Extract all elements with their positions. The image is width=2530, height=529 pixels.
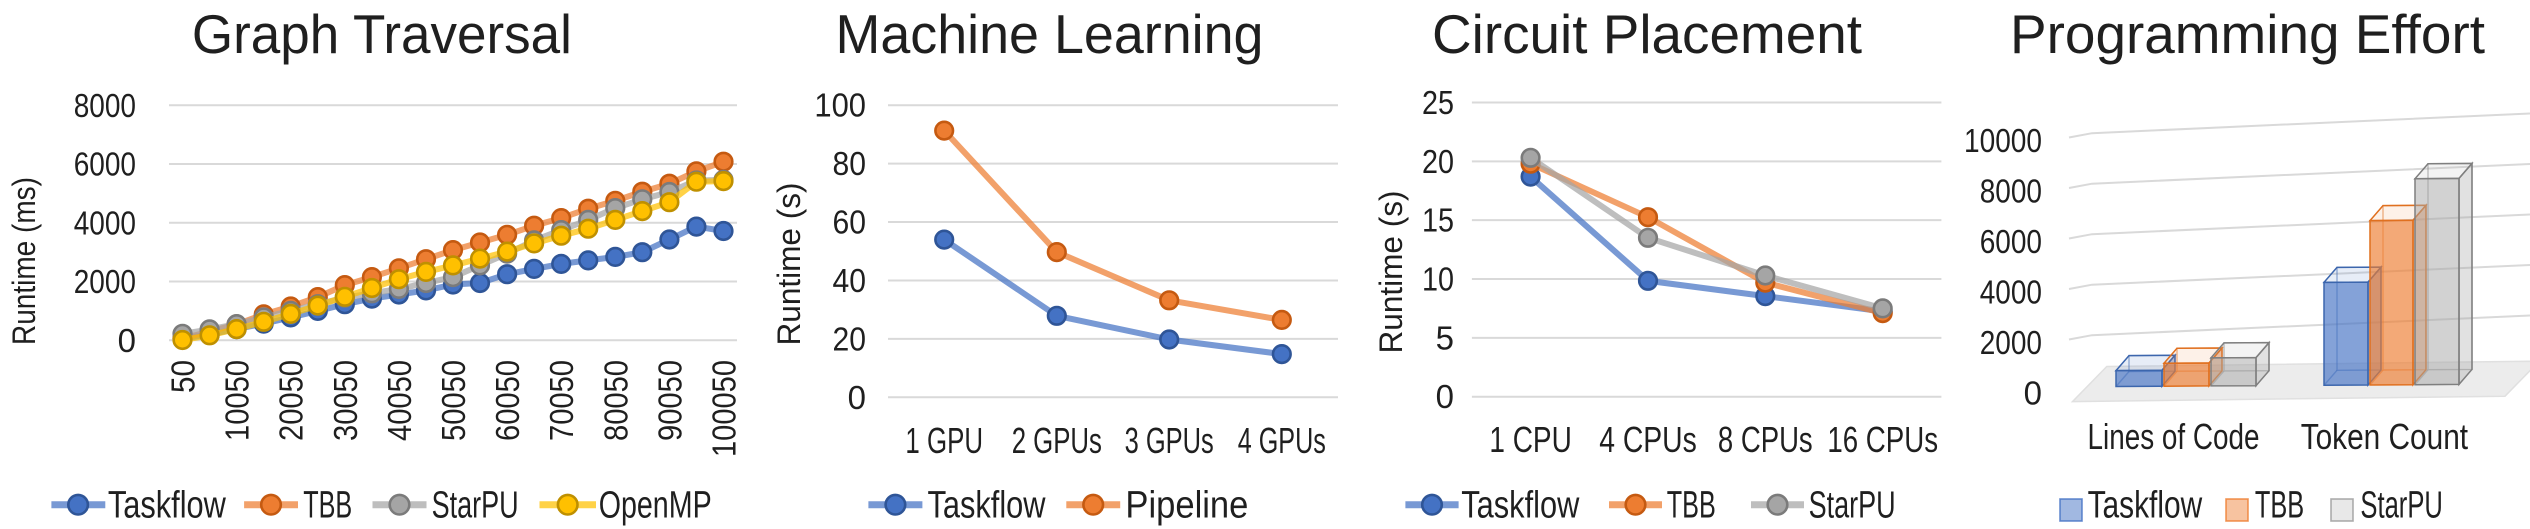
- svg-text:Token Count: Token Count: [2301, 416, 2468, 457]
- svg-text:8 CPUs: 8 CPUs: [1718, 419, 1813, 460]
- svg-text:0: 0: [2024, 374, 2042, 411]
- svg-text:0: 0: [848, 379, 866, 416]
- svg-text:80050: 80050: [597, 360, 634, 441]
- svg-text:Taskflow: Taskflow: [928, 485, 1046, 527]
- svg-text:Taskflow: Taskflow: [1461, 485, 1579, 527]
- svg-text:OpenMP: OpenMP: [599, 485, 712, 527]
- svg-text:5: 5: [1436, 319, 1454, 356]
- svg-text:50050: 50050: [435, 360, 472, 441]
- svg-text:Circuit Placement: Circuit Placement: [1432, 3, 1862, 65]
- svg-text:3 GPUs: 3 GPUs: [1125, 420, 1214, 461]
- svg-text:4000: 4000: [1980, 273, 2042, 310]
- svg-text:20: 20: [1422, 143, 1454, 180]
- svg-text:Machine Learning: Machine Learning: [836, 3, 1264, 65]
- svg-text:20: 20: [833, 320, 867, 357]
- svg-text:Taskflow: Taskflow: [108, 485, 226, 527]
- svg-text:30050: 30050: [327, 360, 364, 441]
- svg-text:Graph Traversal: Graph Traversal: [192, 3, 572, 65]
- svg-text:16 CPUs: 16 CPUs: [1827, 419, 1938, 460]
- svg-text:StarPU: StarPU: [2360, 485, 2443, 527]
- svg-text:40: 40: [833, 262, 867, 299]
- svg-text:10000: 10000: [1964, 122, 2042, 159]
- svg-text:4000: 4000: [74, 204, 136, 241]
- svg-text:6000: 6000: [1980, 223, 2042, 260]
- svg-text:20050: 20050: [273, 360, 310, 441]
- svg-text:TBB: TBB: [1667, 485, 1716, 527]
- svg-text:80: 80: [833, 145, 867, 182]
- svg-text:TBB: TBB: [303, 485, 352, 527]
- svg-text:60050: 60050: [489, 360, 526, 441]
- svg-text:Pipeline: Pipeline: [1125, 485, 1248, 527]
- svg-text:90050: 90050: [651, 360, 688, 441]
- svg-text:Runtime (s): Runtime (s): [1373, 191, 1409, 354]
- svg-text:70050: 70050: [543, 360, 580, 441]
- svg-text:50: 50: [165, 360, 202, 393]
- svg-text:2000: 2000: [74, 263, 136, 300]
- svg-text:10050: 10050: [219, 360, 256, 441]
- svg-text:Taskflow: Taskflow: [2088, 485, 2203, 527]
- svg-text:100: 100: [814, 87, 866, 124]
- svg-text:1 CPU: 1 CPU: [1489, 419, 1571, 460]
- svg-text:StarPU: StarPU: [432, 485, 519, 527]
- svg-text:6000: 6000: [74, 146, 136, 183]
- svg-text:Programming Effort: Programming Effort: [2010, 3, 2485, 65]
- svg-text:8000: 8000: [1980, 172, 2042, 209]
- svg-text:4 CPUs: 4 CPUs: [1599, 419, 1697, 460]
- svg-text:1 GPU: 1 GPU: [905, 420, 983, 461]
- svg-text:TBB: TBB: [2255, 485, 2304, 527]
- svg-text:60: 60: [833, 204, 867, 241]
- svg-text:25: 25: [1422, 84, 1454, 121]
- svg-text:Runtime (s): Runtime (s): [771, 183, 807, 346]
- svg-text:Lines of Code: Lines of Code: [2088, 416, 2260, 457]
- svg-text:8000: 8000: [74, 87, 136, 124]
- svg-text:15: 15: [1422, 202, 1454, 239]
- svg-text:2 GPUs: 2 GPUs: [1012, 420, 1102, 461]
- svg-text:10: 10: [1422, 261, 1454, 298]
- svg-text:StarPU: StarPU: [1809, 485, 1896, 527]
- svg-text:Runtime (ms): Runtime (ms): [6, 177, 42, 345]
- svg-text:2000: 2000: [1980, 324, 2042, 361]
- svg-text:4 GPUs: 4 GPUs: [1238, 420, 1326, 461]
- svg-text:0: 0: [118, 322, 136, 359]
- svg-text:40050: 40050: [381, 360, 418, 441]
- svg-text:0: 0: [1436, 378, 1454, 415]
- svg-text:100050: 100050: [706, 360, 743, 457]
